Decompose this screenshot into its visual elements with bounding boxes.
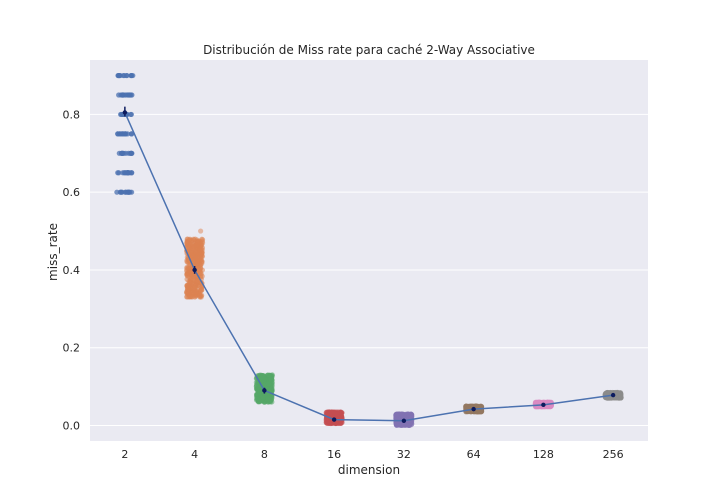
mean-marker: [471, 406, 476, 412]
x-tick-label: 8: [261, 448, 268, 461]
data-point: [197, 247, 203, 253]
data-point: [120, 92, 126, 98]
data-point: [123, 72, 129, 79]
data-point: [187, 241, 194, 247]
mean-markers: [122, 106, 616, 423]
data-point: [193, 255, 200, 261]
data-point: [116, 92, 122, 98]
data-point: [128, 111, 134, 118]
data-point: [127, 92, 133, 98]
data-point: [615, 390, 621, 396]
data-point: [184, 259, 190, 265]
data-point: [128, 150, 134, 156]
x-tick-label: 4: [191, 448, 198, 461]
data-point: [265, 381, 272, 387]
data-point: [197, 292, 203, 298]
data-point: [187, 274, 193, 280]
data-point: [197, 270, 203, 276]
data-point: [123, 170, 129, 176]
data-point: [404, 422, 410, 428]
mean-marker: [610, 392, 616, 398]
data-point: [260, 395, 266, 401]
mean-marker: [401, 418, 407, 423]
data-point: [118, 189, 124, 195]
data-point: [116, 131, 123, 137]
data-point: [334, 411, 340, 417]
data-point: [199, 254, 205, 260]
x-tick-label: 2: [121, 448, 128, 461]
data-point: [192, 283, 198, 289]
y-tick-label: 0.0: [63, 419, 81, 432]
x-tick-label: 64: [467, 448, 481, 461]
data-point: [327, 411, 333, 418]
mean-marker: [192, 267, 197, 273]
data-point: [122, 131, 128, 137]
data-point: [128, 72, 134, 79]
y-tick-label: 0.6: [63, 186, 81, 199]
x-tick-label: 256: [603, 448, 624, 461]
data-point: [198, 287, 204, 293]
data-point: [260, 375, 266, 381]
data-point: [189, 252, 195, 258]
data-point: [129, 170, 135, 176]
data-point: [193, 289, 199, 296]
y-tick-label: 0.4: [63, 264, 81, 277]
data-point: [127, 189, 133, 195]
y-tick-label: 0.2: [63, 342, 81, 355]
data-point: [268, 376, 274, 382]
mean-marker: [262, 388, 267, 393]
data-point: [118, 150, 125, 156]
data-point: [256, 390, 262, 396]
mean-line: [124, 112, 614, 422]
data-point: [193, 279, 200, 285]
data-point: [185, 289, 191, 295]
y-axis-label: miss_rate: [46, 223, 60, 281]
mean-series-line: [124, 112, 614, 422]
data-point: [268, 396, 275, 403]
mean-marker: [541, 402, 546, 408]
mean-marker: [122, 110, 128, 115]
data-point: [548, 403, 554, 409]
chart-title: Distribución de Miss rate para caché 2-W…: [203, 43, 535, 57]
x-tick-label: 128: [533, 448, 554, 461]
x-axis-label: dimension: [338, 463, 400, 477]
plot-area: [90, 60, 648, 441]
data-point: [192, 273, 198, 279]
data-point: [477, 409, 483, 415]
data-point: [255, 384, 261, 390]
data-point: [118, 111, 124, 118]
data-point: [116, 170, 122, 176]
x-tick-label: 32: [397, 448, 411, 461]
data-point: [116, 72, 122, 79]
mean-marker: [331, 417, 337, 422]
data-point: [184, 282, 190, 288]
x-tick-labels: 2 4 8 16 32 64 128 256: [121, 448, 623, 461]
data-point: [193, 242, 200, 248]
x-tick-label: 16: [327, 448, 341, 461]
y-tick-labels: 0.0 0.2 0.4 0.6 0.8: [63, 108, 81, 432]
data-point: [394, 412, 400, 418]
grid: [90, 113, 648, 426]
data-point: [198, 228, 204, 234]
y-tick-label: 0.8: [63, 108, 81, 121]
